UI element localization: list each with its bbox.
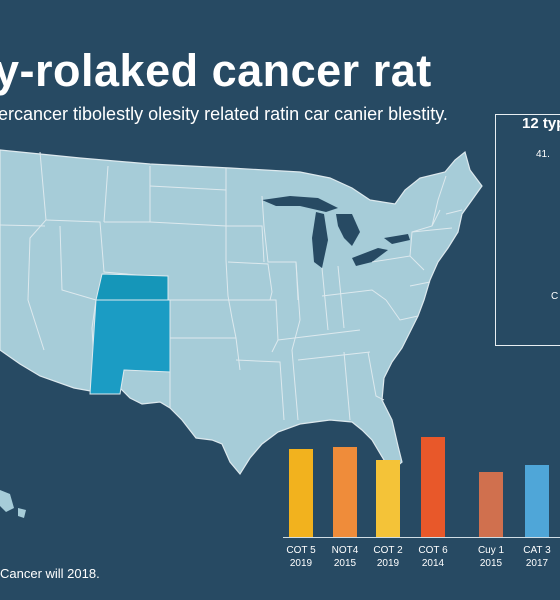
bar-label-4: COT 6 bbox=[418, 545, 448, 556]
bar-label-5: Cuy 1 bbox=[478, 545, 505, 556]
bar-6 bbox=[525, 465, 549, 537]
new-mexico-highlight bbox=[89, 299, 171, 395]
us-mainland bbox=[0, 149, 483, 476]
side-panel-value: 41. bbox=[536, 149, 550, 160]
side-panel: 12 typ 41. C bbox=[495, 114, 560, 346]
side-panel-heading: 12 typ bbox=[522, 115, 560, 132]
bar-year-2: 2015 bbox=[334, 558, 357, 569]
bar-4 bbox=[421, 437, 445, 537]
bar-year-1: 2019 bbox=[290, 558, 313, 569]
bar-label-6: CAT 3 bbox=[523, 545, 551, 556]
bar-1 bbox=[289, 449, 313, 537]
lake-erie bbox=[352, 248, 388, 266]
bar-3 bbox=[376, 460, 400, 537]
lake-ontario bbox=[384, 234, 410, 244]
bar-label-2: NOT4 bbox=[332, 545, 359, 556]
bar-label-1: COT 5 bbox=[286, 545, 316, 556]
side-panel-marker: C bbox=[551, 291, 559, 302]
bar-year-6: 2017 bbox=[526, 558, 549, 569]
page-title: y-rolaked cancer rat bbox=[0, 45, 432, 96]
bar-year-5: 2015 bbox=[480, 558, 503, 569]
lake-huron bbox=[336, 214, 360, 246]
bar-year-4: 2014 bbox=[422, 558, 445, 569]
hawaii-islands bbox=[0, 490, 26, 518]
bar-label-3: COT 2 bbox=[373, 545, 403, 556]
page-subtitle: ercancer tibolestly olesity related rati… bbox=[0, 104, 448, 124]
lake-superior bbox=[262, 196, 338, 212]
bar-year-3: 2019 bbox=[377, 558, 400, 569]
footnote: Cancer will 2018. bbox=[0, 566, 100, 581]
bar-5 bbox=[479, 472, 503, 537]
lake-michigan bbox=[312, 212, 328, 268]
bar-2 bbox=[333, 447, 357, 537]
